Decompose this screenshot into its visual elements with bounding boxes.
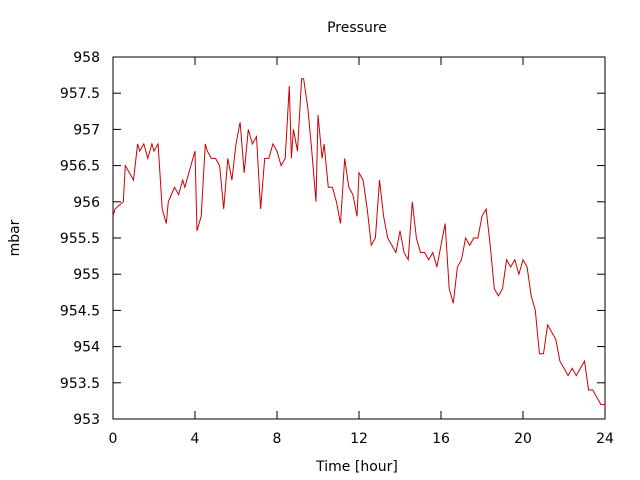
x-tick-label: 24 bbox=[596, 431, 614, 447]
x-tick-label: 4 bbox=[191, 431, 200, 447]
chart-title: Pressure bbox=[327, 20, 387, 36]
y-tick-label: 956 bbox=[73, 195, 100, 211]
y-axis-label: mbar bbox=[7, 219, 23, 256]
x-tick-label: 16 bbox=[432, 431, 450, 447]
y-tick-label: 955.5 bbox=[60, 231, 100, 247]
x-tick-label: 20 bbox=[514, 431, 532, 447]
y-tick-label: 953.5 bbox=[60, 376, 100, 392]
y-tick-label: 957 bbox=[73, 122, 100, 138]
y-axis: 953 953.5 954 954.5 955 955.5 956 956.5 957 957.5… bbox=[60, 50, 605, 428]
y-tick-label: 954.5 bbox=[60, 303, 100, 319]
x-axis: 0 4 8 12 16 20 24 bbox=[109, 57, 614, 447]
x-tick-label: 8 bbox=[273, 431, 282, 447]
plot-frame bbox=[112, 56, 606, 420]
y-tick-label: 958 bbox=[73, 50, 100, 66]
y-tick-label: 956.5 bbox=[60, 159, 100, 175]
x-axis-label: Time [hour] bbox=[315, 459, 398, 475]
series-group bbox=[112, 78, 605, 405]
x-tick-label: 12 bbox=[350, 431, 368, 447]
y-tick-label: 954 bbox=[73, 340, 100, 356]
x-tick-label: 0 bbox=[109, 431, 118, 447]
pressure-series-line bbox=[112, 78, 605, 405]
y-tick-label: 955 bbox=[73, 267, 100, 283]
y-tick-label: 953 bbox=[73, 412, 100, 428]
y-tick-label: 957.5 bbox=[60, 86, 100, 102]
